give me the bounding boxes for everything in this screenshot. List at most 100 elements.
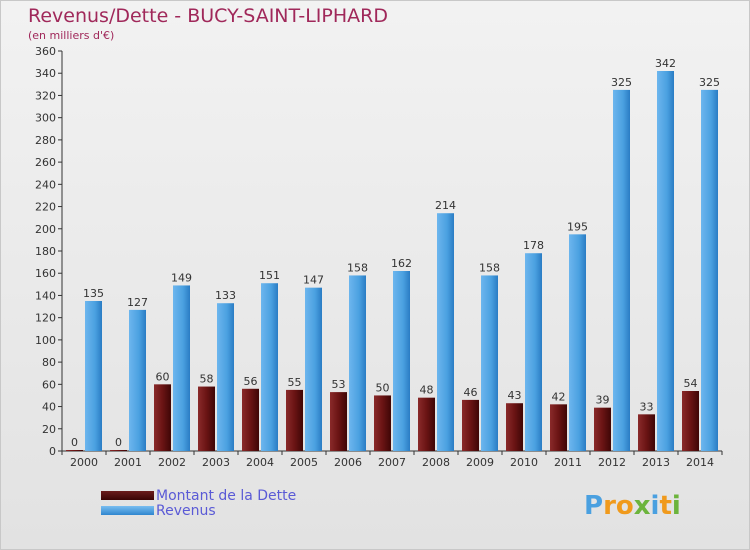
bar-revenus bbox=[349, 275, 366, 451]
bar-revenus bbox=[217, 303, 234, 451]
chart-title: Revenus/Dette - BUCY-SAINT-LIPHARD bbox=[28, 5, 388, 27]
data-label-revenus: 135 bbox=[83, 287, 104, 300]
x-tick-label: 2014 bbox=[686, 456, 714, 469]
y-tick-label: 140 bbox=[35, 289, 56, 302]
y-tick-label: 320 bbox=[35, 89, 56, 102]
bar-dette bbox=[682, 391, 699, 451]
y-tick-label: 20 bbox=[42, 423, 56, 436]
x-tick-label: 2008 bbox=[422, 456, 450, 469]
bar-dette bbox=[462, 399, 479, 451]
y-tick-label: 0 bbox=[49, 445, 56, 458]
data-label-revenus: 195 bbox=[567, 220, 588, 233]
x-tick-label: 2004 bbox=[246, 456, 274, 469]
data-label-revenus: 158 bbox=[347, 261, 368, 274]
bar-dette bbox=[506, 403, 523, 451]
x-tick-label: 2006 bbox=[334, 456, 362, 469]
data-label-revenus: 133 bbox=[215, 289, 236, 302]
bar-revenus bbox=[701, 89, 718, 451]
y-tick-label: 360 bbox=[35, 45, 56, 58]
y-tick-label: 80 bbox=[42, 356, 56, 369]
data-label-dette: 55 bbox=[288, 376, 302, 389]
data-label-dette: 60 bbox=[156, 370, 170, 383]
logo-letter: o bbox=[615, 491, 634, 521]
data-label-revenus: 162 bbox=[391, 257, 412, 270]
data-label-revenus: 151 bbox=[259, 269, 280, 282]
data-label-dette: 46 bbox=[464, 386, 478, 399]
bar-dette bbox=[374, 395, 391, 451]
data-label-dette: 56 bbox=[244, 375, 258, 388]
y-tick-label: 220 bbox=[35, 201, 56, 214]
bar-revenus bbox=[437, 213, 454, 451]
y-tick-label: 60 bbox=[42, 378, 56, 391]
data-label-dette: 54 bbox=[684, 377, 698, 390]
logo-letter: x bbox=[633, 491, 651, 521]
chart-legend: Montant de la Dette Revenus bbox=[101, 487, 297, 519]
data-label-revenus: 325 bbox=[611, 76, 632, 89]
y-tick-label: 40 bbox=[42, 401, 56, 414]
x-tick-label: 2013 bbox=[642, 456, 670, 469]
y-tick-label: 200 bbox=[35, 223, 56, 236]
data-label-dette: 42 bbox=[552, 390, 566, 403]
data-label-dette: 58 bbox=[200, 373, 214, 386]
data-label-revenus: 158 bbox=[479, 261, 500, 274]
legend-swatch-dette bbox=[101, 491, 154, 500]
x-tick-label: 2010 bbox=[510, 456, 538, 469]
legend-label-dette: Montant de la Dette bbox=[156, 487, 297, 504]
bar-revenus bbox=[613, 89, 630, 451]
proxiti-logo: Proxiti bbox=[584, 491, 681, 521]
bar-dette bbox=[66, 450, 83, 451]
bar-dette bbox=[110, 450, 127, 451]
bar-dette bbox=[418, 397, 435, 451]
y-tick-label: 180 bbox=[35, 245, 56, 258]
logo-letter: i bbox=[671, 491, 681, 521]
data-label-dette: 50 bbox=[376, 381, 390, 394]
bar-revenus bbox=[129, 309, 146, 451]
data-label-revenus: 149 bbox=[171, 271, 192, 284]
data-label-revenus: 147 bbox=[303, 274, 324, 287]
legend-swatch-revenus bbox=[101, 506, 154, 515]
logo-letter: r bbox=[603, 491, 616, 521]
chart-subtitle: (en milliers d'€) bbox=[28, 29, 115, 42]
x-tick-label: 2011 bbox=[554, 456, 582, 469]
y-tick-label: 280 bbox=[35, 134, 56, 147]
data-label-dette: 0 bbox=[71, 436, 78, 449]
x-tick-label: 2000 bbox=[70, 456, 98, 469]
bar-dette bbox=[638, 414, 655, 451]
logo-letter: i bbox=[650, 491, 660, 521]
logo-letter: P bbox=[584, 491, 604, 521]
bar-revenus bbox=[481, 275, 498, 451]
y-tick-label: 240 bbox=[35, 178, 56, 191]
bar-revenus bbox=[525, 253, 542, 451]
bar-revenus bbox=[261, 283, 278, 451]
x-tick-label: 2009 bbox=[466, 456, 494, 469]
legend-label-revenus: Revenus bbox=[156, 502, 216, 519]
x-tick-label: 2001 bbox=[114, 456, 142, 469]
data-label-revenus: 178 bbox=[523, 239, 544, 252]
data-label-revenus: 342 bbox=[655, 57, 676, 70]
y-tick-label: 300 bbox=[35, 112, 56, 125]
data-label-revenus: 214 bbox=[435, 199, 456, 212]
data-label-revenus: 127 bbox=[127, 296, 148, 309]
data-label-dette: 53 bbox=[332, 378, 346, 391]
bar-dette bbox=[198, 386, 215, 451]
bar-dette bbox=[286, 389, 303, 451]
bar-dette bbox=[330, 392, 347, 451]
bar-dette bbox=[594, 407, 611, 451]
x-tick-label: 2005 bbox=[290, 456, 318, 469]
bar-revenus bbox=[393, 271, 410, 451]
y-tick-label: 260 bbox=[35, 156, 56, 169]
data-label-dette: 39 bbox=[596, 394, 610, 407]
data-label-dette: 48 bbox=[420, 384, 434, 397]
data-label-dette: 33 bbox=[640, 400, 654, 413]
bar-revenus bbox=[569, 234, 586, 451]
logo-letter: t bbox=[659, 491, 672, 521]
y-tick-label: 160 bbox=[35, 267, 56, 280]
bar-revenus bbox=[657, 71, 674, 451]
bar-dette bbox=[242, 388, 259, 451]
y-tick-label: 100 bbox=[35, 334, 56, 347]
legend-item-revenus: Revenus bbox=[101, 502, 296, 519]
data-label-revenus: 325 bbox=[699, 76, 720, 89]
x-tick-label: 2012 bbox=[598, 456, 626, 469]
